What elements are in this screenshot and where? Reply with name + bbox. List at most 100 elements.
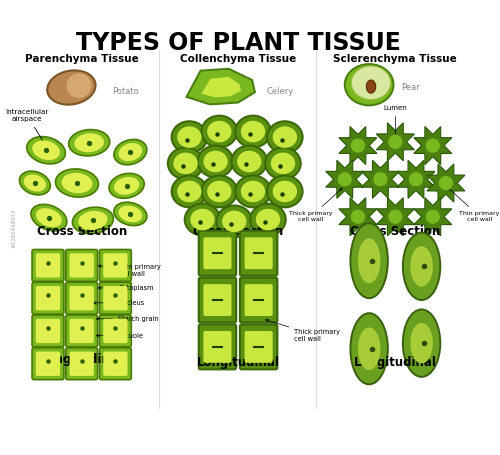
FancyBboxPatch shape xyxy=(66,249,98,281)
FancyBboxPatch shape xyxy=(100,315,132,347)
Polygon shape xyxy=(200,76,242,98)
Text: Longitudinal: Longitudinal xyxy=(196,356,280,369)
Text: Cross Section: Cross Section xyxy=(193,225,283,238)
Ellipse shape xyxy=(426,138,440,153)
FancyBboxPatch shape xyxy=(32,282,64,314)
FancyBboxPatch shape xyxy=(70,352,94,376)
Text: Celery: Celery xyxy=(266,87,293,96)
Ellipse shape xyxy=(27,136,66,164)
Text: Starch grain: Starch grain xyxy=(96,316,159,322)
Ellipse shape xyxy=(32,141,60,160)
Ellipse shape xyxy=(36,208,62,227)
Ellipse shape xyxy=(426,209,440,224)
Ellipse shape xyxy=(408,172,424,187)
Ellipse shape xyxy=(31,204,67,231)
Text: Cross Section: Cross Section xyxy=(350,225,440,238)
Ellipse shape xyxy=(109,173,144,198)
Ellipse shape xyxy=(235,176,271,207)
FancyBboxPatch shape xyxy=(244,284,272,316)
FancyBboxPatch shape xyxy=(36,253,60,278)
Ellipse shape xyxy=(237,151,262,172)
FancyBboxPatch shape xyxy=(100,348,132,379)
Ellipse shape xyxy=(403,233,440,300)
Ellipse shape xyxy=(373,172,388,187)
FancyBboxPatch shape xyxy=(36,286,60,310)
Ellipse shape xyxy=(366,80,376,93)
FancyBboxPatch shape xyxy=(198,278,236,323)
Ellipse shape xyxy=(358,328,380,370)
Ellipse shape xyxy=(190,209,214,230)
FancyBboxPatch shape xyxy=(70,319,94,343)
Polygon shape xyxy=(326,160,364,198)
Ellipse shape xyxy=(272,126,297,148)
FancyBboxPatch shape xyxy=(103,253,128,278)
Ellipse shape xyxy=(232,146,267,177)
FancyBboxPatch shape xyxy=(100,249,132,281)
Polygon shape xyxy=(339,198,377,236)
Ellipse shape xyxy=(350,209,366,224)
FancyBboxPatch shape xyxy=(36,319,60,343)
Ellipse shape xyxy=(207,181,232,202)
FancyBboxPatch shape xyxy=(66,282,98,314)
Ellipse shape xyxy=(177,181,202,202)
Text: Longitudinal: Longitudinal xyxy=(354,356,437,369)
Ellipse shape xyxy=(74,133,104,152)
Ellipse shape xyxy=(177,126,202,148)
Ellipse shape xyxy=(68,130,110,156)
Ellipse shape xyxy=(267,176,302,207)
FancyBboxPatch shape xyxy=(66,315,98,347)
Polygon shape xyxy=(414,126,452,165)
Ellipse shape xyxy=(72,207,114,234)
Polygon shape xyxy=(376,198,414,236)
FancyBboxPatch shape xyxy=(100,282,132,314)
Polygon shape xyxy=(397,160,435,198)
FancyBboxPatch shape xyxy=(70,253,94,278)
Ellipse shape xyxy=(20,171,50,195)
FancyBboxPatch shape xyxy=(66,348,98,379)
FancyBboxPatch shape xyxy=(244,331,272,363)
Ellipse shape xyxy=(62,173,92,193)
FancyBboxPatch shape xyxy=(240,324,278,369)
Text: Intracellular
airspace: Intracellular airspace xyxy=(6,109,54,158)
FancyBboxPatch shape xyxy=(70,286,94,310)
Ellipse shape xyxy=(388,134,403,149)
Ellipse shape xyxy=(216,206,252,238)
FancyBboxPatch shape xyxy=(198,231,236,276)
FancyBboxPatch shape xyxy=(204,284,232,316)
FancyBboxPatch shape xyxy=(204,238,232,269)
Ellipse shape xyxy=(350,313,388,384)
Ellipse shape xyxy=(66,72,92,99)
Text: Parenchyma Tissue: Parenchyma Tissue xyxy=(25,54,138,64)
Ellipse shape xyxy=(350,223,388,298)
Text: Thin primary
cell wall: Thin primary cell wall xyxy=(98,263,161,277)
Ellipse shape xyxy=(202,176,237,207)
Ellipse shape xyxy=(410,246,433,287)
FancyBboxPatch shape xyxy=(198,324,236,369)
Ellipse shape xyxy=(168,147,203,179)
Ellipse shape xyxy=(222,211,246,232)
Ellipse shape xyxy=(256,209,280,230)
Ellipse shape xyxy=(184,204,220,235)
Ellipse shape xyxy=(438,176,454,191)
Text: Potato: Potato xyxy=(112,87,138,96)
Ellipse shape xyxy=(241,121,265,142)
Ellipse shape xyxy=(345,64,394,105)
Polygon shape xyxy=(414,198,452,236)
Ellipse shape xyxy=(118,143,142,161)
Text: Collenchyma Tissue: Collenchyma Tissue xyxy=(180,54,296,64)
Ellipse shape xyxy=(403,309,440,377)
Ellipse shape xyxy=(350,138,366,153)
FancyBboxPatch shape xyxy=(32,249,64,281)
Text: Sclerenchyma Tissue: Sclerenchyma Tissue xyxy=(334,54,457,64)
Text: TYPES OF PLANT TISSUE: TYPES OF PLANT TISSUE xyxy=(76,31,400,56)
Polygon shape xyxy=(362,160,400,198)
Text: Thick primary
cell wall: Thick primary cell wall xyxy=(266,319,340,342)
Polygon shape xyxy=(427,164,465,202)
Text: Pear: Pear xyxy=(401,83,419,92)
Ellipse shape xyxy=(174,152,198,174)
Text: Thin primary
cell wall: Thin primary cell wall xyxy=(448,188,500,222)
Ellipse shape xyxy=(338,172,352,187)
Text: Thick primary
cell wall: Thick primary cell wall xyxy=(290,188,342,222)
Ellipse shape xyxy=(235,116,271,147)
Polygon shape xyxy=(376,123,414,161)
